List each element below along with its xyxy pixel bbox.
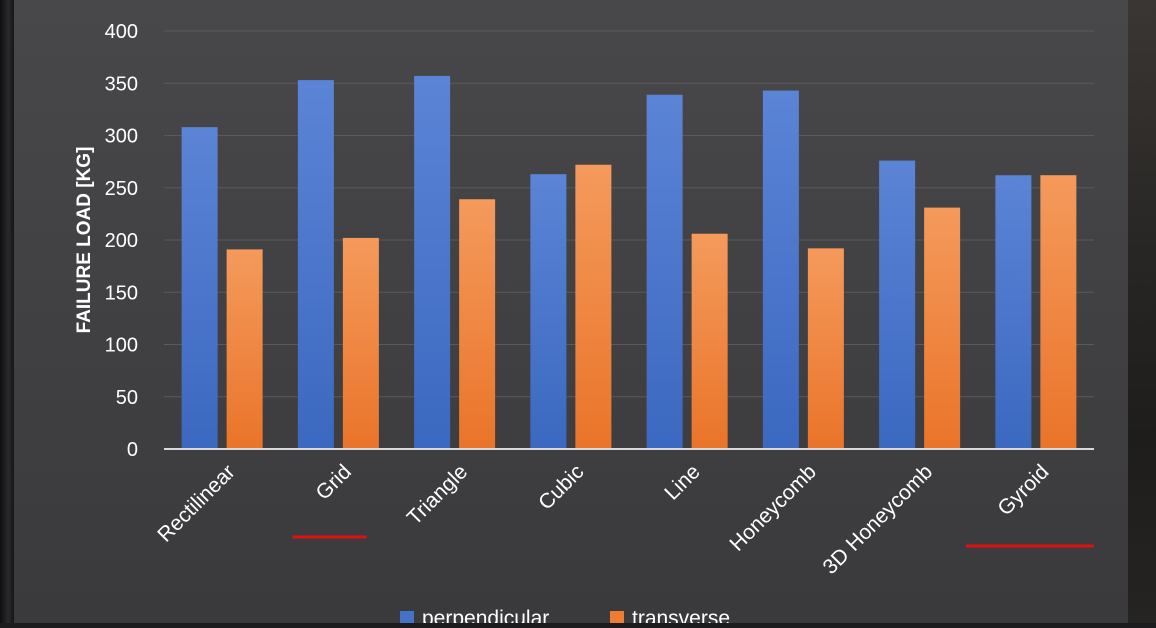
bar-perpendicular — [530, 174, 567, 450]
x-tick-label: Cubic — [534, 460, 588, 514]
bar-chart: 0 50 100 150 200 250 300 350 400 Rectilinear Grid… — [74, 21, 1094, 628]
legend-label: transverse — [632, 607, 730, 623]
bar-perpendicular — [879, 160, 916, 449]
x-tick-label: Gyroid — [993, 460, 1053, 520]
y-tick-label: 400 — [105, 21, 138, 43]
bar-perpendicular — [414, 75, 451, 449]
bar-perpendicular — [995, 175, 1032, 449]
bar-transverse — [226, 249, 263, 449]
chart-panel: 0 50 100 150 200 250 300 350 400 Rectilinear Grid… — [14, 0, 1128, 628]
bar-perpendicular — [646, 94, 683, 450]
bar-perpendicular — [297, 80, 334, 450]
bar-transverse — [691, 233, 728, 449]
background-right-edge — [1128, 0, 1156, 623]
bar-transverse — [1040, 175, 1077, 449]
x-tick-label: Honeycomb — [725, 460, 821, 556]
bar-perpendicular — [181, 127, 218, 449]
x-tick-label: Grid — [312, 460, 356, 504]
legend-swatch — [610, 611, 624, 625]
y-tick-label: 200 — [105, 230, 138, 252]
y-tick-label: 250 — [105, 178, 138, 200]
y-tick-label: 150 — [105, 282, 138, 304]
x-tick-label: Triangle — [403, 460, 472, 529]
y-tick-label: 100 — [105, 335, 138, 357]
y-tick-label: 350 — [105, 73, 138, 95]
y-axis-title: FAILURE LOAD [KG] — [74, 147, 95, 334]
bar-transverse — [924, 207, 961, 449]
background-left-edge — [0, 0, 14, 623]
x-tick-label: 3D Honeycomb — [819, 460, 938, 579]
legend-swatch — [400, 611, 414, 625]
y-tick-label: 300 — [105, 126, 138, 148]
legend-label: perpendicular — [422, 607, 549, 623]
bar-transverse — [807, 248, 844, 449]
bar-transverse — [342, 237, 379, 449]
y-tick-label: 0 — [127, 439, 138, 461]
bar-perpendicular — [762, 90, 799, 449]
y-tick-label: 50 — [116, 387, 138, 409]
x-tick-label: Line — [660, 460, 704, 504]
bar-transverse — [459, 199, 496, 449]
bar-transverse — [575, 164, 612, 449]
x-tick-label: Rectilinear — [153, 460, 239, 546]
